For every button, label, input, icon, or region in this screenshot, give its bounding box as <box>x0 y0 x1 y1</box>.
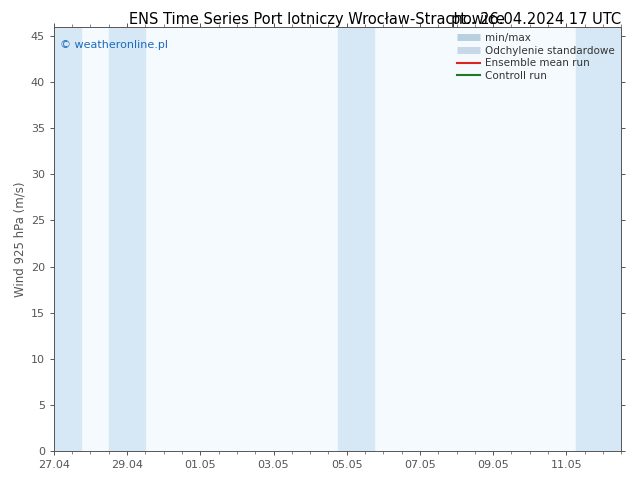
Bar <box>337 27 374 451</box>
Text: © weatheronline.pl: © weatheronline.pl <box>60 40 167 49</box>
Text: ENS Time Series Port lotniczy Wrocław-Strachowice: ENS Time Series Port lotniczy Wrocław-St… <box>129 12 505 27</box>
Text: pt.. 26.04.2024 17 UTC: pt.. 26.04.2024 17 UTC <box>451 12 621 27</box>
Bar <box>54 27 81 451</box>
Y-axis label: Wind 925 hPa (m/s): Wind 925 hPa (m/s) <box>13 181 27 296</box>
Legend: min/max, Odchylenie standardowe, Ensemble mean run, Controll run: min/max, Odchylenie standardowe, Ensembl… <box>453 29 619 85</box>
Bar <box>109 27 145 451</box>
Bar <box>576 27 621 451</box>
